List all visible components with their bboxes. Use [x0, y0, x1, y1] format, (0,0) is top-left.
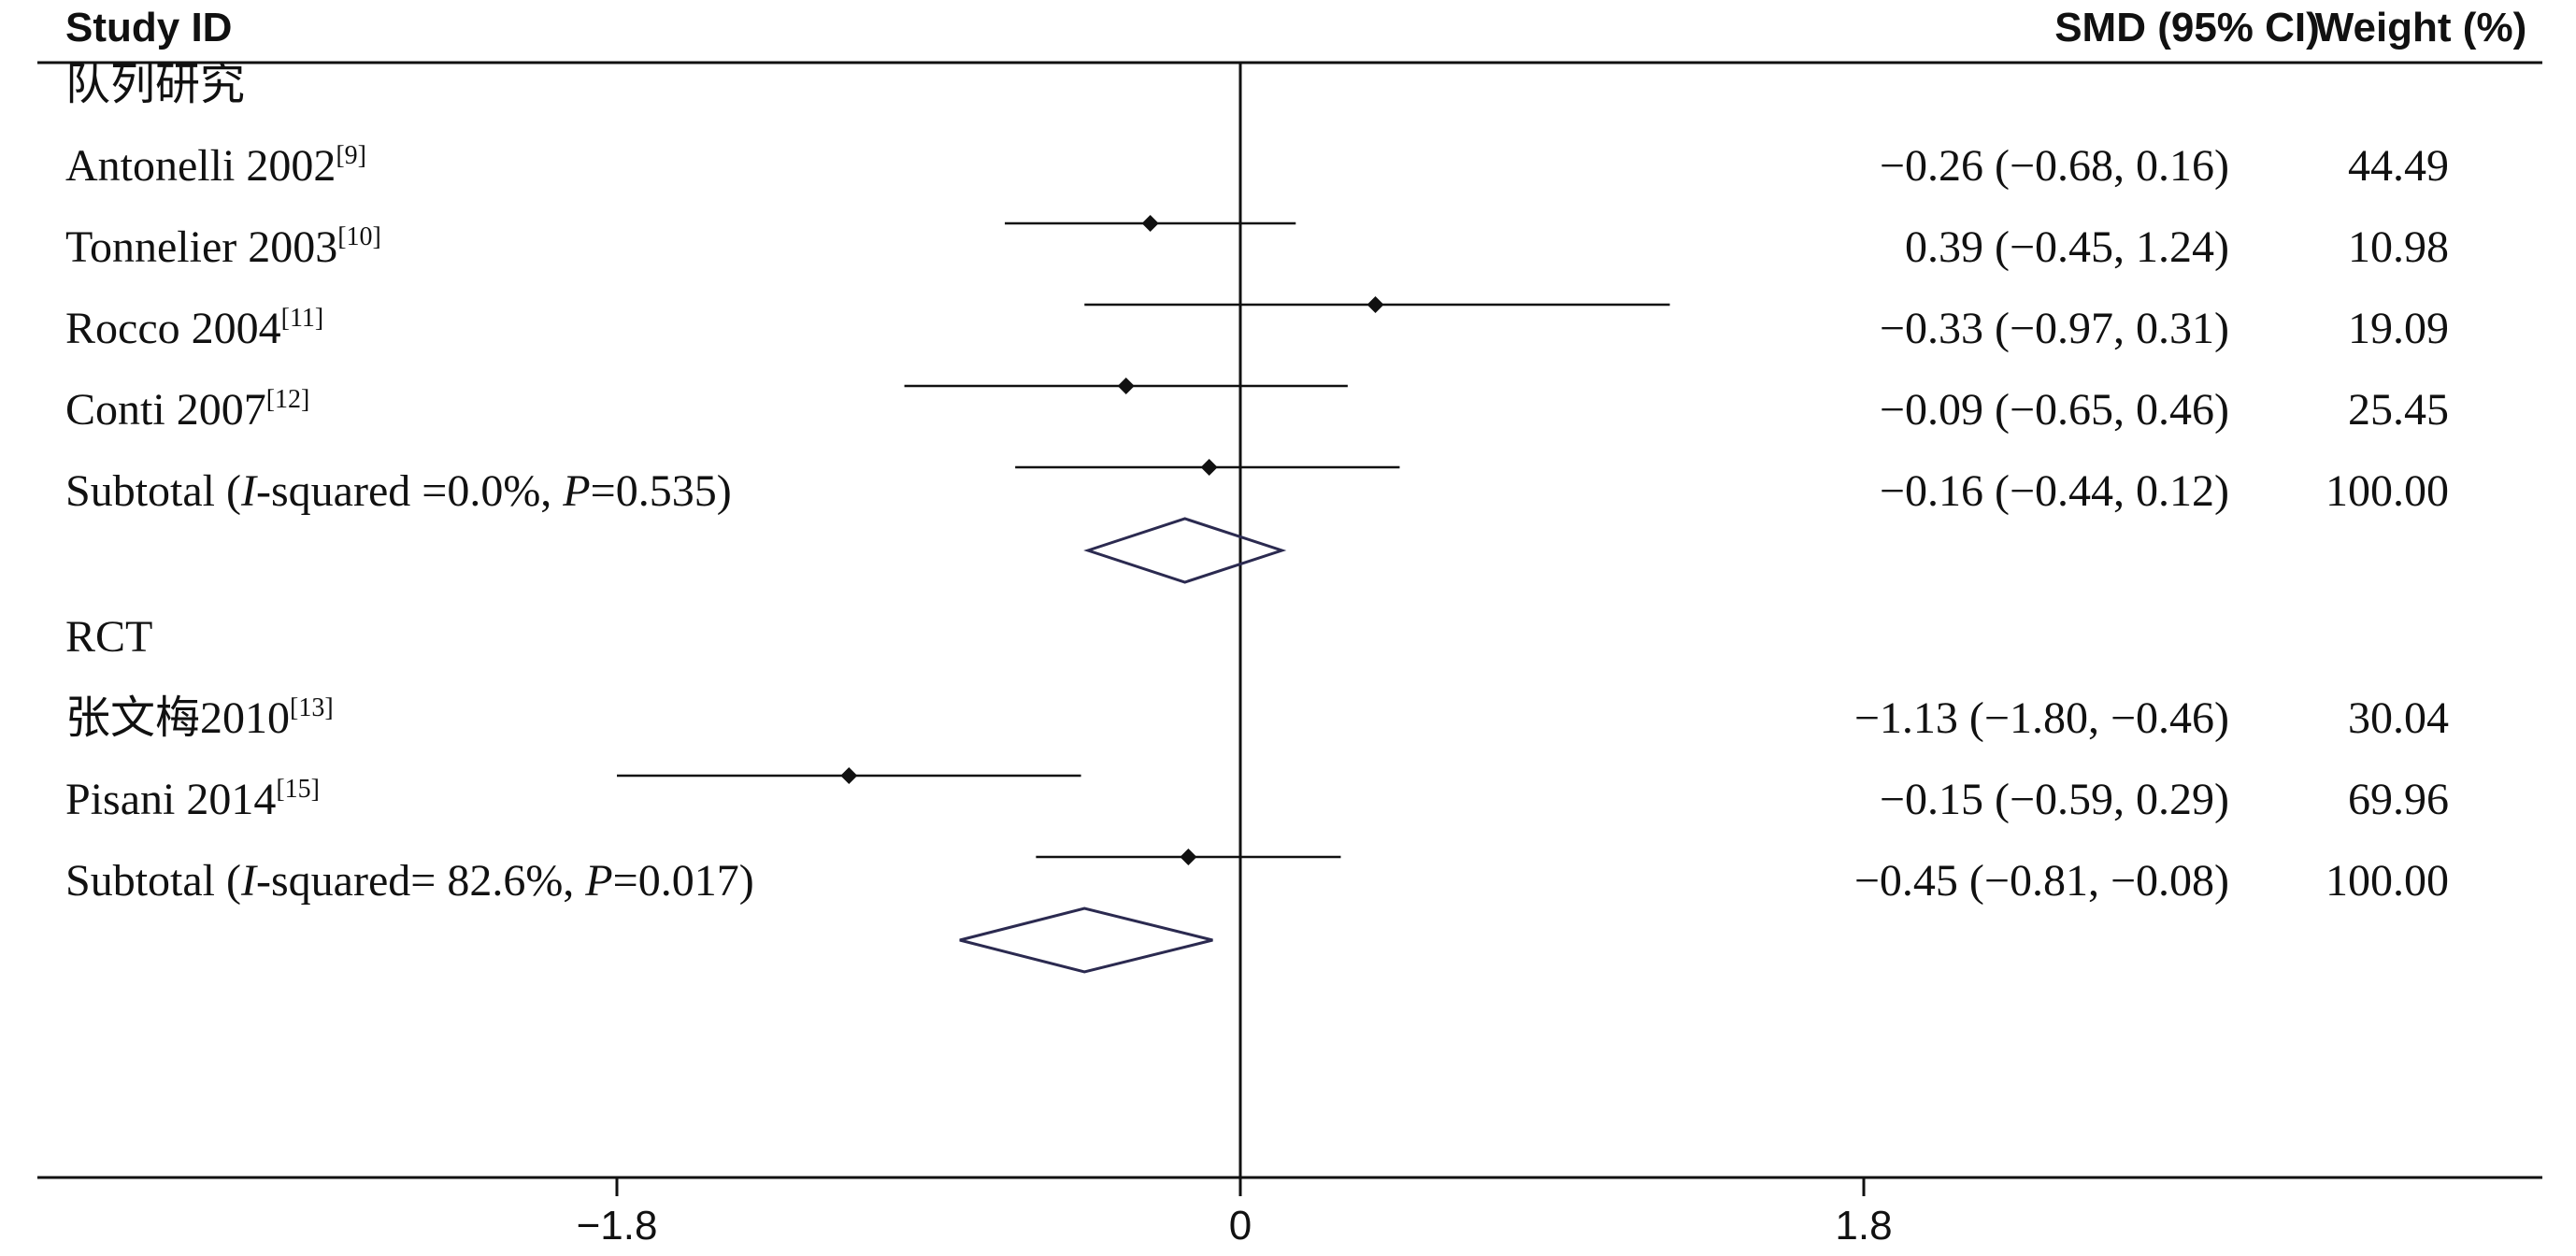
plot-marks: −1.8 0 1.8 队列研究 Antonelli 2002[9] −0.26 (−0.6…	[65, 60, 2449, 1249]
subtotal-weight: 100.00	[2326, 856, 2449, 906]
study-ci: −0.15 (−0.59, 0.29)	[1880, 775, 2229, 824]
study-ci: −0.33 (−0.97, 0.31)	[1880, 304, 2229, 353]
study-label: Tonnelier 2003[10]	[65, 222, 381, 272]
subtotal-label: Subtotal (I-squared =0.0%, P=0.535)	[65, 466, 732, 516]
study-ci: −1.13 (−1.80, −0.46)	[1854, 693, 2229, 743]
x-tick-label: 0	[1229, 1203, 1252, 1249]
study-ci: −0.09 (−0.65, 0.46)	[1880, 385, 2229, 435]
subtotal-label: Subtotal (I-squared= 82.6%, P=0.017)	[65, 856, 754, 906]
header-smd-ci: SMD (95% CI)	[2054, 5, 2320, 50]
study-weight: 10.98	[2348, 222, 2449, 272]
x-tick-label: −1.8	[577, 1203, 658, 1249]
header-study-id: Study ID	[65, 5, 232, 50]
study-label: 张文梅2010[13]	[65, 693, 334, 743]
point-estimate	[1367, 296, 1384, 313]
subtotal-diamond	[1083, 517, 1287, 584]
study-label: Antonelli 2002[9]	[65, 141, 366, 191]
study-label: Rocco 2004[11]	[65, 304, 323, 353]
header-weight: Weight (%)	[2315, 5, 2527, 50]
study-ci: −0.26 (−0.68, 0.16)	[1880, 141, 2229, 191]
group-label: RCT	[65, 612, 152, 662]
study-ci: 0.39 (−0.45, 1.24)	[1905, 222, 2229, 272]
study-label: Conti 2007[12]	[65, 385, 309, 435]
subtotal-diamond	[959, 906, 1213, 974]
study-weight: 25.45	[2348, 385, 2449, 435]
x-tick-label: 1.8	[1835, 1203, 1892, 1249]
study-weight: 19.09	[2348, 304, 2449, 353]
point-estimate	[1180, 849, 1197, 865]
study-weight: 69.96	[2348, 775, 2449, 824]
study-weight: 44.49	[2348, 141, 2449, 191]
subtotal-ci: −0.45 (−0.81, −0.08)	[1854, 856, 2229, 906]
subtotal-weight: 100.00	[2326, 466, 2449, 516]
point-estimate	[840, 767, 858, 784]
point-estimate	[1117, 378, 1135, 394]
subtotal-ci: −0.16 (−0.44, 0.12)	[1880, 466, 2229, 516]
study-weight: 30.04	[2348, 693, 2449, 743]
point-estimate	[1141, 215, 1159, 232]
study-label: Pisani 2014[15]	[65, 775, 320, 824]
group-label: 队列研究	[65, 60, 245, 109]
point-estimate	[1200, 459, 1218, 476]
